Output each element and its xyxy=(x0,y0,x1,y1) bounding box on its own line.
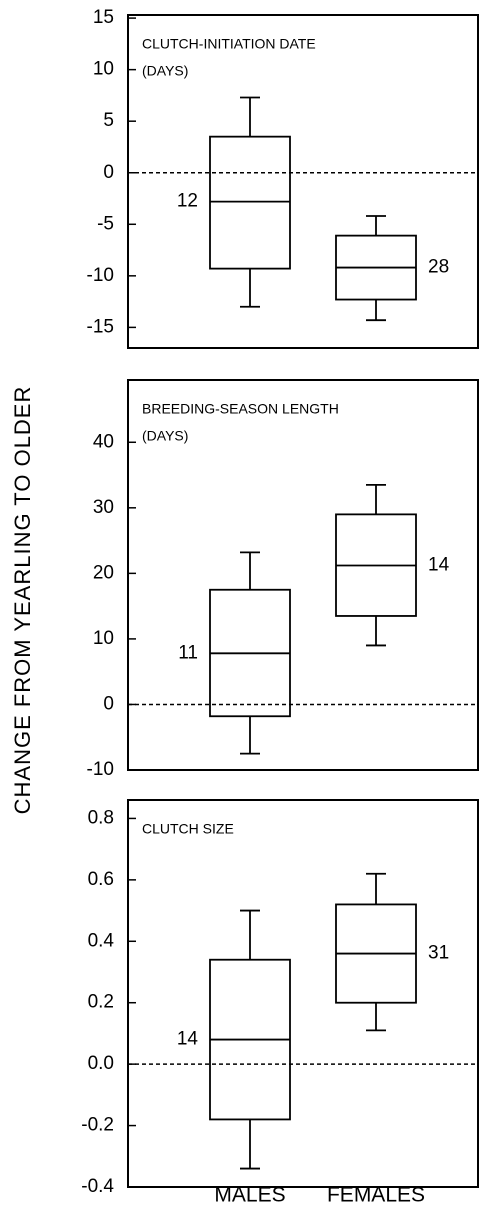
y-tick-label: -0.4 xyxy=(81,1176,114,1197)
panel-title: CLUTCH-INITIATION DATE xyxy=(142,36,316,52)
y-tick-label: 10 xyxy=(93,628,114,649)
y-tick-label: 40 xyxy=(93,431,114,452)
y-tick-label: 0 xyxy=(103,693,114,714)
y-tick-label: -5 xyxy=(97,213,114,234)
y-tick-label: 0 xyxy=(103,162,114,183)
plot-frame xyxy=(127,379,479,771)
n-label: 12 xyxy=(177,191,198,212)
plot-frame xyxy=(127,799,479,1188)
panel-title: CLUTCH SIZE xyxy=(142,821,234,837)
panel-title: (DAYS) xyxy=(142,428,188,444)
y-tick-label: 0.2 xyxy=(88,992,114,1013)
n-label: 14 xyxy=(428,555,450,576)
n-label: 28 xyxy=(428,257,449,278)
y-tick-label: 5 xyxy=(103,110,114,131)
n-label: 14 xyxy=(177,1029,199,1050)
y-tick-label: -0.2 xyxy=(81,1115,114,1136)
y-tick-label: 10 xyxy=(93,59,114,80)
y-tick-label: 30 xyxy=(93,497,114,518)
y-tick-label: 0.6 xyxy=(88,869,114,890)
panel-title: (DAYS) xyxy=(142,63,188,79)
y-tick-label: -15 xyxy=(87,316,114,337)
y-tick-label: -10 xyxy=(87,265,114,286)
plot-frame xyxy=(127,14,479,349)
x-category-label: FEMALES xyxy=(327,1184,425,1207)
y-tick-label: 0.0 xyxy=(88,1053,114,1074)
x-category-label: MALES xyxy=(214,1184,285,1207)
n-label: 11 xyxy=(178,642,198,663)
y-tick-label: 0.8 xyxy=(88,807,114,828)
panel-title: BREEDING-SEASON LENGTH xyxy=(142,401,339,417)
y-axis-label: CHANGE FROM YEARLING TO OLDER xyxy=(10,386,35,815)
y-tick-label: 0.4 xyxy=(88,930,115,951)
y-tick-label: 15 xyxy=(93,7,114,28)
n-label: 31 xyxy=(428,943,449,964)
y-tick-label: 20 xyxy=(93,562,114,583)
y-tick-label: -10 xyxy=(87,759,114,780)
box xyxy=(209,135,291,270)
